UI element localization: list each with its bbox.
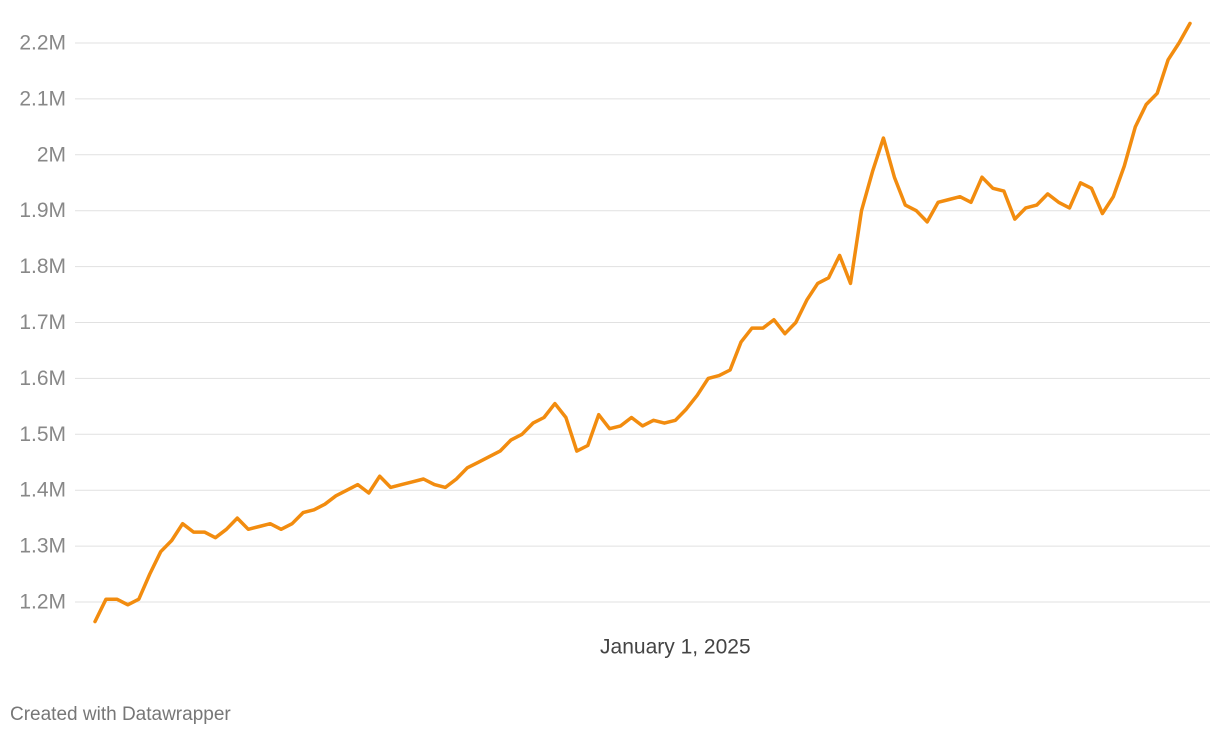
x-tick-label: January 1, 2025: [600, 636, 751, 659]
y-tick-label: 1.8M: [19, 255, 66, 278]
footer: Created with Datawrapper: [10, 704, 231, 725]
y-tick-label: 1.3M: [19, 535, 66, 558]
y-tick-label: 1.6M: [19, 367, 66, 390]
y-tick-label: 1.4M: [19, 479, 66, 502]
y-tick-label: 2.1M: [19, 87, 66, 110]
y-tick-label: 1.9M: [19, 199, 66, 222]
line: [93, 21, 1192, 624]
y-tick-label: 1.7M: [19, 311, 66, 334]
y-tick-label: 2M: [37, 143, 66, 166]
y-tick-label: 1.2M: [19, 591, 66, 614]
y-tick-label: 1.5M: [19, 423, 66, 446]
y-tick-label: 2.2M: [19, 32, 66, 55]
